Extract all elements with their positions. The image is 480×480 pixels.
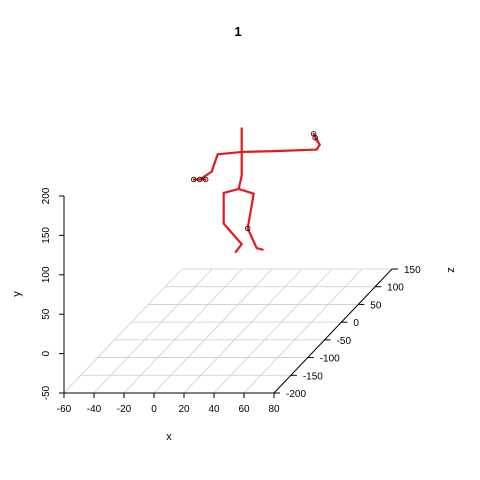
y-tick-label: 0 — [41, 350, 52, 356]
z-tick-label: -150 — [303, 371, 323, 382]
bone-spine_mid-hip — [237, 174, 243, 191]
z-tick-label: 50 — [370, 300, 382, 311]
x-tick-label: -20 — [117, 404, 132, 415]
bone-left_shoulder-left_elbow — [210, 153, 219, 173]
joint-marker-right_knee — [244, 225, 251, 232]
bone-right_knee-right_ankle — [246, 227, 258, 250]
x-axis-title: x — [166, 431, 172, 443]
y-tick-label: 100 — [41, 266, 52, 283]
x-tick-label: -60 — [57, 404, 72, 415]
bone-right_shoulder-right_elbow — [273, 148, 318, 153]
floor-grid — [63, 268, 393, 394]
grid-line-x — [153, 268, 273, 394]
x-tick-label: 80 — [268, 404, 280, 415]
grid-line-x — [93, 268, 213, 394]
joint-marker-left_thumb — [202, 176, 209, 183]
z-axis-title: z — [445, 267, 457, 273]
grid-line-x — [243, 268, 363, 394]
joint-marker-right_thumb — [312, 135, 318, 141]
y-tick-label: 150 — [41, 227, 52, 244]
z-tick-label: -50 — [337, 336, 352, 347]
bone-neck-left_shoulder — [216, 150, 243, 156]
axes — [59, 195, 398, 398]
bone-left_knee-left_ankle — [222, 222, 243, 246]
x-tick-label: 40 — [208, 404, 220, 415]
bone-right_ankle-right_foot — [255, 246, 264, 251]
bone-left_ankle-left_foot — [234, 243, 243, 254]
y-axis-title: y — [11, 291, 23, 297]
z-tick-label: -200 — [286, 389, 306, 400]
skeleton-figure — [190, 127, 321, 254]
z-tick-label: -100 — [320, 354, 340, 365]
y-tick-label: 200 — [41, 187, 52, 204]
bone-hip-right_hip — [237, 187, 255, 195]
bone-right_hand-right_thumb — [314, 136, 321, 146]
grid-line-x — [213, 268, 333, 394]
z-axis-line — [273, 268, 393, 394]
grid-line-x — [183, 268, 303, 394]
tick-labels: -60 -40 -20 0 20 40 60 80-50050100150200-200-15… — [41, 187, 421, 415]
x-tick-label: 60 — [238, 404, 250, 415]
bone-right_hip-right_knee — [246, 192, 255, 230]
grid-line-x — [63, 268, 183, 394]
x-tick-label: -40 — [87, 404, 102, 415]
chart-title: 1 — [234, 24, 241, 39]
x-tick-label: 20 — [178, 404, 190, 415]
bone-neck-right_shoulder — [240, 150, 276, 154]
z-tick-label: 0 — [353, 318, 359, 329]
joint-marker-left_hand — [196, 176, 203, 183]
x-tick-label: 0 — [151, 404, 157, 415]
z-tick-label: 100 — [387, 283, 404, 294]
bone-hip-left_hip — [222, 187, 240, 195]
grid-line-x — [123, 268, 243, 394]
y-tick-label: 50 — [41, 308, 52, 320]
joint-marker-left_hand_tip — [190, 176, 197, 183]
y-tick-label: -50 — [41, 385, 52, 400]
z-tick-label: 150 — [404, 265, 421, 276]
